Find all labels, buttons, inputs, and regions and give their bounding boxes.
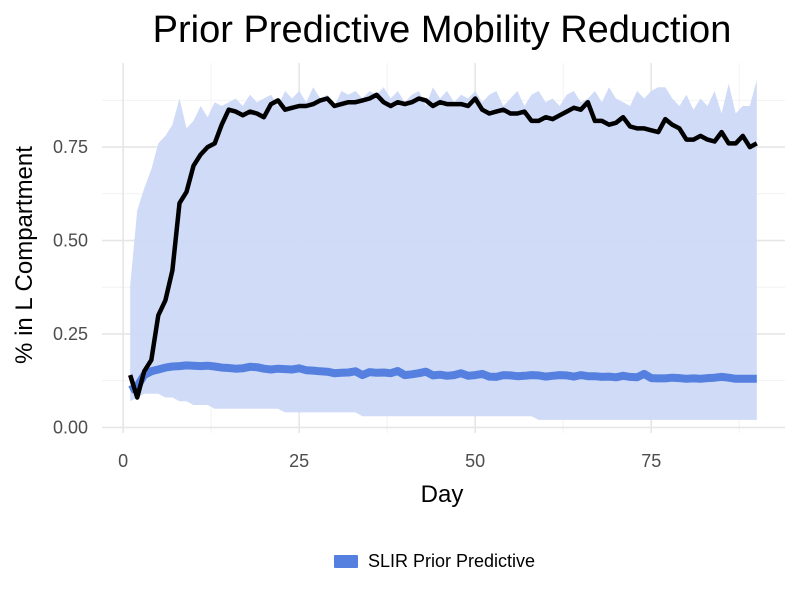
plot-panel: [102, 63, 785, 433]
y-tick-label: 0.25: [53, 324, 88, 344]
y-axis-label: % in L Compartment: [11, 146, 38, 364]
x-axis-ticks: 0 25 50 75: [118, 451, 661, 471]
series-layer: [128, 79, 758, 420]
legend: SLIR Prior Predictive: [334, 551, 535, 571]
y-tick-label: 0.50: [53, 231, 88, 251]
y-tick-label: 0.00: [53, 417, 88, 437]
y-tick-label: 0.75: [53, 137, 88, 157]
x-tick-label: 25: [289, 451, 309, 471]
y-axis-ticks: 0.00 0.25 0.50 0.75: [53, 137, 88, 437]
prior-predictive-median-line: [128, 361, 757, 394]
observed-line: [128, 92, 758, 400]
x-tick-label: 75: [641, 451, 661, 471]
legend-key-slir: [334, 555, 358, 568]
prior-predictive-band: [130, 79, 757, 420]
chart-title: Prior Predictive Mobility Reduction: [153, 9, 732, 51]
x-tick-label: 50: [465, 451, 485, 471]
x-tick-label: 0: [118, 451, 128, 471]
x-axis-label: Day: [421, 481, 464, 508]
legend-label-slir: SLIR Prior Predictive: [368, 551, 535, 571]
